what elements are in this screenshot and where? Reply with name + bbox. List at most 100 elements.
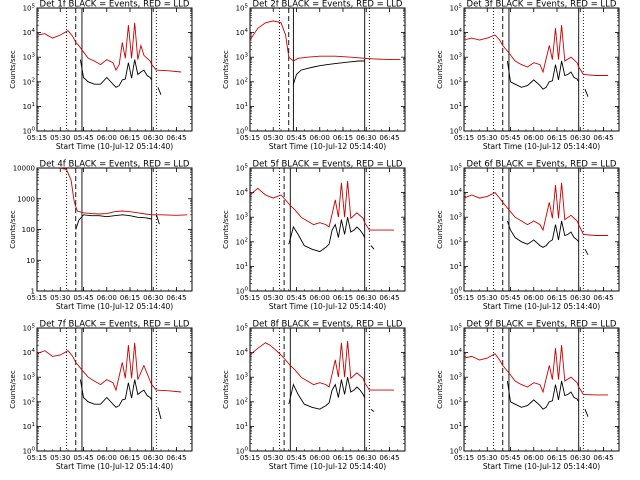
y-tick-label: 103 xyxy=(450,213,463,222)
y-tick-label: 100 xyxy=(23,447,36,456)
plot-frame xyxy=(249,7,406,132)
y-tick-label: 104 xyxy=(23,348,36,357)
x-tick-label: 05:45 xyxy=(73,134,93,142)
y-axis-label: Counts/sec xyxy=(436,50,444,89)
chart-title: Det 4f BLACK = Events, RED = LLD xyxy=(40,160,190,170)
y-tick-label: 101 xyxy=(450,102,462,111)
x-tick-label: 06:30 xyxy=(570,134,590,142)
x-tick-label: 05:15 xyxy=(240,294,260,302)
x-tick-label: 06:00 xyxy=(310,294,330,302)
y-tick-label: 101 xyxy=(23,102,35,111)
chart-panel: Det 1f BLACK = Events, RED = LLD 100 101 10… xyxy=(9,0,193,151)
series-line xyxy=(155,214,160,225)
y-tick-label: 105 xyxy=(23,324,36,333)
x-tick-label: 05:30 xyxy=(50,134,70,142)
y-tick-label: 103 xyxy=(450,53,463,62)
y-tick-label: 103 xyxy=(236,213,249,222)
y-tick-label: 105 xyxy=(236,164,249,173)
chart-panel: Det 8f BLACK = Events, RED = LLD 100 101 10… xyxy=(222,320,406,471)
y-tick-label: 104 xyxy=(450,348,463,357)
x-tick-label: 06:30 xyxy=(356,454,376,462)
x-tick-label: 06:00 xyxy=(97,454,117,462)
series-line xyxy=(249,340,395,391)
x-axis-label: Start Time (10-Jul-12 05:14:40) xyxy=(269,462,386,471)
chart-panel: Det 6f BLACK = Events, RED = LLD 100 101 10… xyxy=(436,160,620,311)
x-axis-label: Start Time (10-Jul-12 05:14:40) xyxy=(56,142,173,151)
x-tick-label: 06:15 xyxy=(333,134,353,142)
x-tick-label: 06:00 xyxy=(310,134,330,142)
series-line xyxy=(370,408,375,412)
x-tick-label: 05:45 xyxy=(286,134,306,142)
plot-frame xyxy=(36,7,193,132)
y-tick-label: 101 xyxy=(450,422,462,431)
x-tick-label: 05:45 xyxy=(500,134,520,142)
y-tick-label: 101 xyxy=(450,262,462,271)
y-tick-label: 100 xyxy=(22,226,35,234)
x-tick-label: 06:15 xyxy=(547,294,567,302)
series-line xyxy=(36,342,182,393)
series-line xyxy=(506,60,580,90)
y-tick-label: 102 xyxy=(23,397,35,406)
y-tick-label: 100 xyxy=(236,447,249,456)
x-tick-label: 05:45 xyxy=(286,294,306,302)
series-line xyxy=(249,20,401,62)
x-tick-label: 05:45 xyxy=(73,294,93,302)
y-tick-label: 101 xyxy=(236,422,248,431)
y-tick-label: 105 xyxy=(236,324,249,333)
series-line xyxy=(60,167,188,216)
x-tick-label: 05:30 xyxy=(263,134,283,142)
x-tick-label: 05:30 xyxy=(50,294,70,302)
y-tick-label: 10000 xyxy=(13,165,35,173)
plot-frame xyxy=(463,167,620,292)
series-line xyxy=(506,380,580,410)
series-line xyxy=(157,87,162,95)
series-line xyxy=(463,182,609,236)
x-tick-label: 06:00 xyxy=(97,294,117,302)
y-tick-label: 105 xyxy=(23,4,36,13)
x-axis-label: Start Time (10-Jul-12 05:14:40) xyxy=(269,302,386,311)
plot-frame xyxy=(463,327,620,452)
y-tick-label: 105 xyxy=(450,324,463,333)
x-tick-label: 06:45 xyxy=(379,134,399,142)
x-axis-label: Start Time (10-Jul-12 05:14:40) xyxy=(483,462,600,471)
x-tick-label: 05:15 xyxy=(240,454,260,462)
series-line xyxy=(249,180,395,231)
x-tick-label: 05:15 xyxy=(27,454,47,462)
y-tick-label: 1 xyxy=(31,288,35,296)
x-axis-label: Start Time (10-Jul-12 05:14:40) xyxy=(56,462,173,471)
y-tick-label: 100 xyxy=(450,287,463,296)
x-axis-label: Start Time (10-Jul-12 05:14:40) xyxy=(483,302,600,311)
y-axis-label: Counts/sec xyxy=(9,50,17,89)
chart-title: Det 1f BLACK = Events, RED = LLD xyxy=(40,0,190,10)
y-tick-label: 1000 xyxy=(17,195,35,203)
series-line xyxy=(584,248,589,255)
x-tick-label: 06:00 xyxy=(97,134,117,142)
y-tick-label: 103 xyxy=(23,373,36,382)
plot-frame xyxy=(36,327,193,452)
y-tick-label: 102 xyxy=(450,77,462,86)
x-tick-label: 05:30 xyxy=(477,294,497,302)
x-tick-label: 06:30 xyxy=(356,134,376,142)
y-tick-label: 102 xyxy=(236,237,248,246)
y-tick-label: 100 xyxy=(236,127,249,136)
chart-panel: Det 9f BLACK = Events, RED = LLD 100 101 10… xyxy=(436,320,620,471)
x-axis-label: Start Time (10-Jul-12 05:14:40) xyxy=(56,302,173,311)
y-tick-label: 104 xyxy=(236,28,249,37)
series-line xyxy=(75,214,152,230)
series-line xyxy=(584,409,589,417)
x-tick-label: 06:00 xyxy=(524,454,544,462)
y-tick-label: 104 xyxy=(450,28,463,37)
y-tick-label: 104 xyxy=(450,188,463,197)
x-tick-label: 06:45 xyxy=(593,294,613,302)
y-tick-label: 105 xyxy=(450,164,463,173)
series-line xyxy=(370,245,375,250)
x-tick-label: 06:15 xyxy=(120,454,140,462)
x-tick-label: 06:45 xyxy=(379,294,399,302)
x-tick-label: 06:15 xyxy=(333,454,353,462)
y-axis-label: Counts/sec xyxy=(436,370,444,409)
y-tick-label: 101 xyxy=(236,102,248,111)
x-tick-label: 06:45 xyxy=(593,134,613,142)
x-tick-label: 05:15 xyxy=(27,294,47,302)
y-tick-label: 102 xyxy=(450,397,462,406)
